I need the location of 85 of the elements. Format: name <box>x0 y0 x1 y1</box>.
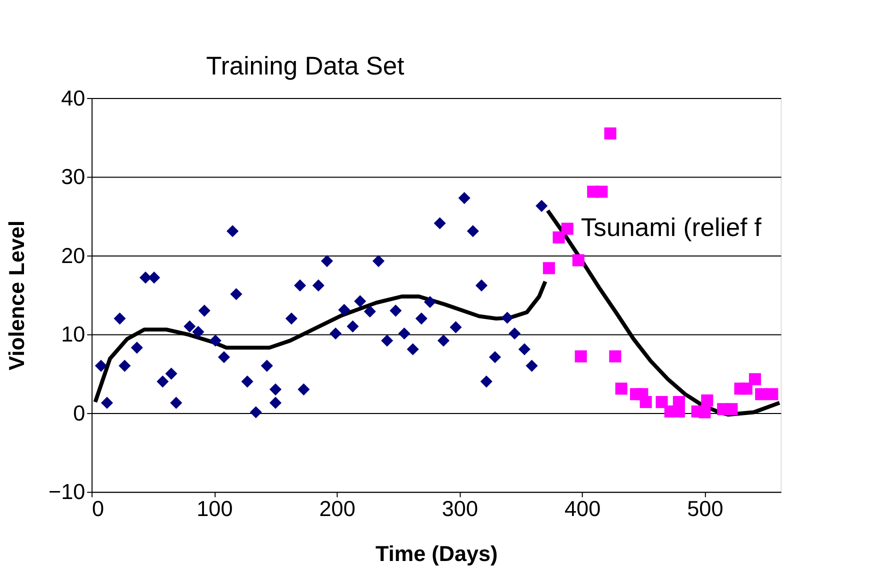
point <box>475 279 488 292</box>
x-axis-title: Time (Days) <box>375 541 498 566</box>
point <box>726 403 738 416</box>
point <box>100 396 114 409</box>
point <box>250 406 262 418</box>
x-tick-label: 100 <box>196 496 233 521</box>
annotation: Tsunami (relief f <box>580 214 762 242</box>
point <box>526 360 538 372</box>
point <box>574 350 587 362</box>
point <box>170 396 182 409</box>
point <box>572 254 584 266</box>
point <box>209 334 222 347</box>
point <box>165 368 178 380</box>
point <box>640 396 652 408</box>
point <box>518 343 530 356</box>
point <box>294 279 306 292</box>
point <box>488 351 502 364</box>
point <box>755 388 768 400</box>
point <box>218 351 230 364</box>
point <box>381 334 394 347</box>
x-tick-label: 300 <box>442 496 478 521</box>
point <box>701 394 714 406</box>
point <box>466 225 479 238</box>
point <box>434 217 446 230</box>
text: Training Data Set <box>206 52 404 80</box>
point <box>114 312 126 325</box>
point <box>561 222 574 235</box>
point <box>766 388 778 400</box>
point <box>260 360 273 372</box>
point <box>148 272 160 284</box>
point <box>740 382 752 395</box>
x-tick-label: 0 <box>92 496 104 521</box>
point <box>536 200 548 212</box>
point <box>346 320 359 332</box>
point <box>398 327 410 340</box>
point <box>372 255 385 268</box>
point <box>285 312 298 325</box>
point <box>596 186 608 198</box>
y-tick-label: 10 <box>61 322 86 347</box>
y-tick-label: 40 <box>61 85 86 110</box>
point <box>458 192 470 204</box>
point <box>94 360 108 372</box>
point <box>698 406 711 418</box>
point <box>298 383 310 396</box>
point <box>508 327 521 340</box>
point <box>390 304 402 317</box>
point <box>615 382 628 395</box>
point <box>656 396 668 408</box>
point <box>604 127 616 140</box>
point <box>338 304 350 316</box>
y-tick-label: 20 <box>61 242 86 268</box>
point <box>118 360 131 372</box>
point <box>609 350 622 362</box>
point <box>424 296 436 308</box>
point <box>542 262 555 274</box>
x-tick-label: 200 <box>319 496 356 521</box>
point <box>230 288 242 300</box>
point <box>501 312 514 324</box>
point <box>269 383 282 396</box>
point <box>198 304 210 317</box>
point <box>320 255 334 268</box>
point <box>312 279 324 292</box>
point <box>406 343 419 356</box>
point <box>748 373 761 386</box>
point <box>269 396 282 409</box>
point <box>226 225 239 238</box>
x-tick-label: 500 <box>687 496 724 521</box>
point <box>480 376 492 388</box>
point <box>364 305 376 318</box>
y-tick-label: −10 <box>48 479 86 504</box>
y-tick-label: 30 <box>61 164 86 190</box>
x-tick-label: 400 <box>564 496 601 521</box>
point <box>156 376 169 388</box>
point <box>354 295 366 308</box>
point <box>450 321 462 334</box>
y-axis-title: Violence Level <box>4 220 29 370</box>
point <box>415 312 428 325</box>
point <box>184 320 196 332</box>
point <box>241 376 254 388</box>
point <box>192 326 204 338</box>
y-tick-label: 0 <box>73 400 86 426</box>
point <box>330 327 342 340</box>
point <box>437 334 450 347</box>
point <box>552 231 565 244</box>
point <box>130 342 143 354</box>
